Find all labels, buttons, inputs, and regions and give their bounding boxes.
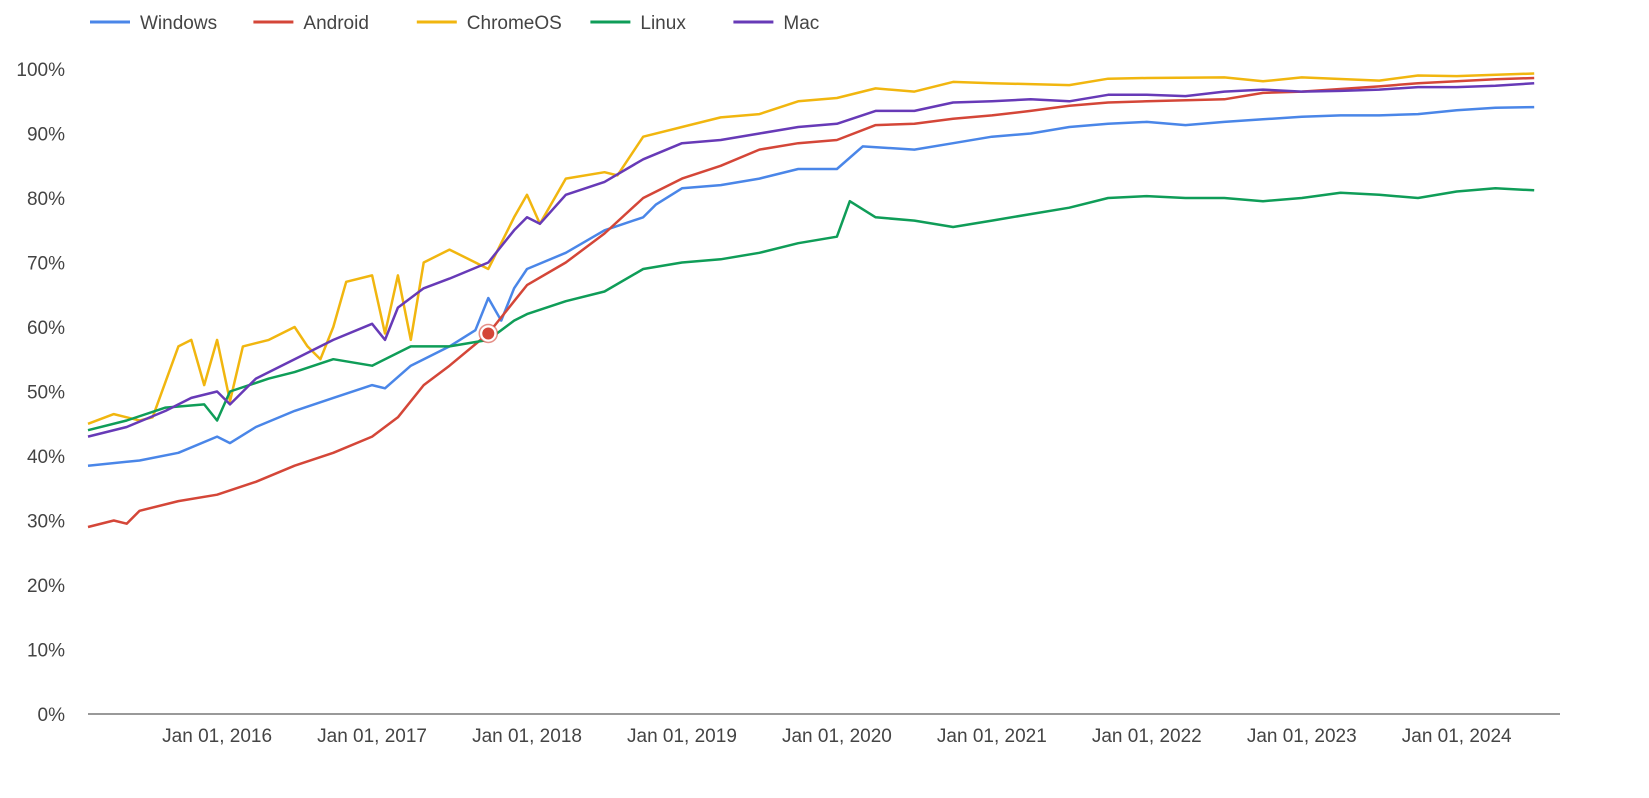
legend-label: ChromeOS bbox=[467, 13, 562, 34]
x-tick-label: Jan 01, 2020 bbox=[782, 726, 892, 747]
legend-label: Mac bbox=[783, 13, 819, 34]
legend-item-linux[interactable]: Linux bbox=[590, 13, 686, 34]
y-tick-label: 60% bbox=[27, 318, 65, 339]
y-tick-label: 20% bbox=[27, 576, 65, 597]
series-line-mac[interactable] bbox=[87, 81, 1535, 438]
legend-item-android[interactable]: Android bbox=[253, 13, 369, 34]
y-axis: 0% 10% 20% 30% 40% 50% 60% 70% 80% 90% 100% bbox=[16, 60, 65, 726]
highlight-dot[interactable] bbox=[482, 327, 495, 340]
y-tick-label: 40% bbox=[27, 447, 65, 468]
y-tick-label: 90% bbox=[27, 125, 65, 146]
x-tick-label: Jan 01, 2016 bbox=[162, 726, 272, 747]
legend-label: Android bbox=[303, 13, 369, 34]
x-tick-label: Jan 01, 2017 bbox=[317, 726, 427, 747]
x-tick-label: Jan 01, 2023 bbox=[1247, 726, 1357, 747]
x-tick-label: Jan 01, 2024 bbox=[1402, 726, 1512, 747]
legend-label: Linux bbox=[640, 13, 686, 34]
y-tick-label: 80% bbox=[27, 189, 65, 210]
x-tick-label: Jan 01, 2022 bbox=[1092, 726, 1202, 747]
highlight-point bbox=[478, 323, 499, 344]
x-axis: Jan 01, 2016 Jan 01, 2017 Jan 01, 2018 Jan … bbox=[88, 713, 1560, 747]
x-tick-label: Jan 01, 2018 bbox=[472, 726, 582, 747]
series-line-android[interactable] bbox=[87, 76, 1535, 529]
y-tick-label: 10% bbox=[27, 641, 65, 662]
legend-item-mac[interactable]: Mac bbox=[733, 13, 819, 34]
series-lines bbox=[87, 72, 1535, 529]
series-line-windows[interactable] bbox=[87, 105, 1535, 467]
x-tick-label: Jan 01, 2021 bbox=[937, 726, 1047, 747]
legend-label: Windows bbox=[140, 13, 217, 34]
y-tick-label: 70% bbox=[27, 254, 65, 275]
legend-item-windows[interactable]: Windows bbox=[90, 13, 217, 34]
series-line-linux[interactable] bbox=[87, 187, 1535, 432]
y-tick-label: 100% bbox=[16, 60, 65, 81]
legend-item-chromeos[interactable]: ChromeOS bbox=[416, 13, 562, 34]
y-tick-label: 0% bbox=[38, 705, 66, 726]
y-tick-label: 50% bbox=[27, 383, 65, 404]
x-tick-label: Jan 01, 2019 bbox=[627, 726, 737, 747]
y-tick-label: 30% bbox=[27, 512, 65, 533]
legend: Windows Android ChromeOS Linux Mac bbox=[90, 13, 819, 34]
